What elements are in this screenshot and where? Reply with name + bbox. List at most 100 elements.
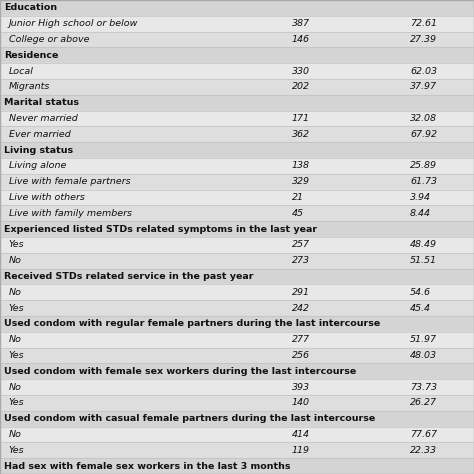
Text: 414: 414 (292, 430, 310, 439)
Text: 45.4: 45.4 (410, 304, 431, 312)
Text: 61.73: 61.73 (410, 177, 437, 186)
Bar (0, 442, 474, 458)
Text: No: No (9, 288, 21, 297)
Text: 242: 242 (292, 304, 310, 312)
Text: Marital status: Marital status (4, 98, 79, 107)
Bar (0, 237, 474, 253)
Text: 329: 329 (292, 177, 310, 186)
Text: Used condom with casual female partners during the last intercourse: Used condom with casual female partners … (4, 414, 375, 423)
Text: 72.61: 72.61 (410, 19, 437, 28)
Text: Used condom with regular female partners during the last intercourse: Used condom with regular female partners… (4, 319, 380, 328)
Bar (0, 300, 474, 316)
Text: Had sex with female sex workers in the last 3 months: Had sex with female sex workers in the l… (4, 462, 290, 471)
Text: 387: 387 (292, 19, 310, 28)
Bar (0, 205, 474, 221)
Bar (0, 427, 474, 442)
Text: Living alone: Living alone (9, 162, 66, 170)
Text: No: No (9, 383, 21, 392)
Bar (0, 395, 474, 411)
Text: 51.97: 51.97 (410, 335, 437, 344)
Text: 171: 171 (292, 114, 310, 123)
Text: Yes: Yes (9, 304, 24, 312)
Text: 330: 330 (292, 67, 310, 75)
Text: Migrants: Migrants (9, 82, 50, 91)
Bar (0, 347, 474, 364)
Text: 140: 140 (292, 399, 310, 407)
Text: 48.49: 48.49 (410, 240, 437, 249)
Bar (0, 95, 474, 110)
Bar (0, 364, 474, 379)
Bar (0, 174, 474, 190)
Bar (0, 0, 474, 16)
Text: 45: 45 (292, 209, 303, 218)
Text: 119: 119 (292, 446, 310, 455)
Text: 77.67: 77.67 (410, 430, 437, 439)
Text: 291: 291 (292, 288, 310, 297)
Bar (0, 190, 474, 205)
Text: Used condom with female sex workers during the last intercourse: Used condom with female sex workers duri… (4, 367, 356, 376)
Bar (0, 269, 474, 284)
Text: 67.92: 67.92 (410, 130, 437, 139)
Bar (0, 63, 474, 79)
Text: Education: Education (4, 3, 57, 12)
Text: College or above: College or above (9, 35, 89, 44)
Text: Yes: Yes (9, 240, 24, 249)
Bar (0, 253, 474, 269)
Text: 257: 257 (292, 240, 310, 249)
Bar (0, 32, 474, 47)
Text: Yes: Yes (9, 399, 24, 407)
Text: 22.33: 22.33 (410, 446, 437, 455)
Bar (0, 110, 474, 127)
Bar (0, 127, 474, 142)
Text: 21: 21 (292, 193, 303, 202)
Bar (0, 79, 474, 95)
Text: Ever married: Ever married (9, 130, 70, 139)
Bar (0, 158, 474, 174)
Bar (0, 316, 474, 332)
Text: Live with others: Live with others (9, 193, 84, 202)
Bar (0, 379, 474, 395)
Text: 138: 138 (292, 162, 310, 170)
Text: 273: 273 (292, 256, 310, 265)
Text: 51.51: 51.51 (410, 256, 437, 265)
Text: Experienced listed STDs related symptoms in the last year: Experienced listed STDs related symptoms… (4, 225, 317, 234)
Bar (0, 221, 474, 237)
Bar (0, 284, 474, 300)
Text: 3.94: 3.94 (410, 193, 431, 202)
Bar (0, 47, 474, 63)
Text: Living status: Living status (4, 146, 73, 155)
Text: 256: 256 (292, 351, 310, 360)
Text: 146: 146 (292, 35, 310, 44)
Text: 26.27: 26.27 (410, 399, 437, 407)
Text: 32.08: 32.08 (410, 114, 437, 123)
Bar (0, 16, 474, 32)
Text: 202: 202 (292, 82, 310, 91)
Text: 37.97: 37.97 (410, 82, 437, 91)
Text: 25.89: 25.89 (410, 162, 437, 170)
Text: 277: 277 (292, 335, 310, 344)
Text: Yes: Yes (9, 351, 24, 360)
Bar (0, 332, 474, 347)
Text: Junior High school or below: Junior High school or below (9, 19, 138, 28)
Text: Received STDs related service in the past year: Received STDs related service in the pas… (4, 272, 253, 281)
Text: 27.39: 27.39 (410, 35, 437, 44)
Text: No: No (9, 335, 21, 344)
Text: 8.44: 8.44 (410, 209, 431, 218)
Text: No: No (9, 430, 21, 439)
Text: 362: 362 (292, 130, 310, 139)
Text: 48.03: 48.03 (410, 351, 437, 360)
Text: 73.73: 73.73 (410, 383, 437, 392)
Bar (0, 142, 474, 158)
Text: Local: Local (9, 67, 33, 75)
Text: 54.6: 54.6 (410, 288, 431, 297)
Text: Yes: Yes (9, 446, 24, 455)
Bar (0, 458, 474, 474)
Text: 62.03: 62.03 (410, 67, 437, 75)
Text: Never married: Never married (9, 114, 77, 123)
Text: No: No (9, 256, 21, 265)
Text: 393: 393 (292, 383, 310, 392)
Text: Live with family members: Live with family members (9, 209, 131, 218)
Text: Live with female partners: Live with female partners (9, 177, 130, 186)
Bar (0, 411, 474, 427)
Text: Residence: Residence (4, 51, 58, 60)
